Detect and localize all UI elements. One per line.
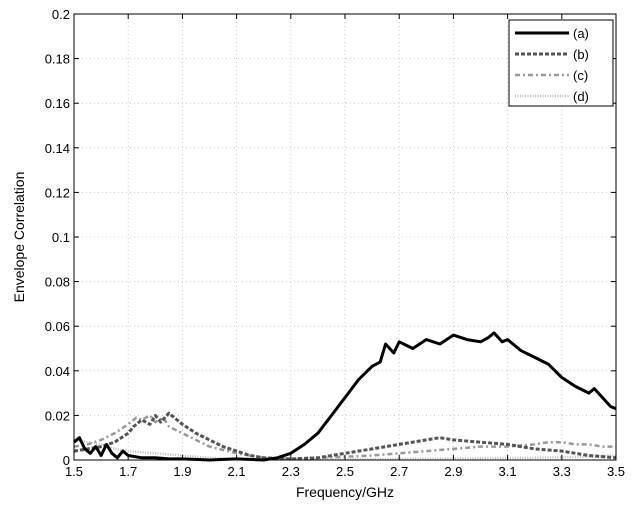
y-tick-label: 0 bbox=[63, 453, 70, 468]
legend-label: (a) bbox=[573, 26, 589, 41]
y-tick-label: 0.14 bbox=[45, 141, 70, 156]
x-tick-labels: 1.5 1.7 1.9 2.1 2.3 2.5 2.7 2.9 3.1 3.3 3.5 bbox=[65, 464, 625, 479]
series-line-c bbox=[73, 414, 616, 461]
x-axis-label: Frequency/GHz bbox=[296, 484, 394, 500]
x-tick-label: 2.9 bbox=[444, 464, 462, 479]
x-tick-label: 1.5 bbox=[65, 464, 83, 479]
y-tick-label: 0.2 bbox=[52, 7, 70, 22]
y-axis-label: Envelope Correlation bbox=[11, 172, 27, 303]
series-layer bbox=[73, 331, 617, 462]
x-tick-label: 1.9 bbox=[173, 464, 191, 479]
x-tick-label: 3.5 bbox=[607, 464, 625, 479]
series-line-b bbox=[73, 411, 617, 461]
legend-label: (d) bbox=[573, 89, 589, 104]
y-tick-labels: 0 0.02 0.04 0.06 0.08 0.1 0.12 0.14 0.16 0.18 0.2 bbox=[45, 7, 70, 468]
y-tick-label: 0.06 bbox=[45, 319, 70, 334]
legend-label: (c) bbox=[573, 68, 588, 83]
legend: (a) (b) (c) (d) bbox=[508, 19, 614, 107]
y-tick-label: 0.08 bbox=[45, 275, 70, 290]
x-tick-label: 2.3 bbox=[282, 464, 300, 479]
x-tick-label: 2.5 bbox=[336, 464, 354, 479]
y-tick-label: 0.02 bbox=[45, 408, 70, 423]
x-tick-label: 3.3 bbox=[553, 464, 571, 479]
y-tick-label: 0.16 bbox=[45, 96, 70, 111]
legend-label: (b) bbox=[573, 47, 589, 62]
x-tick-label: 2.1 bbox=[228, 464, 246, 479]
y-tick-label: 0.1 bbox=[52, 230, 70, 245]
x-tick-label: 2.7 bbox=[390, 464, 408, 479]
y-tick-label: 0.04 bbox=[45, 364, 70, 379]
y-tick-label: 0.18 bbox=[45, 52, 70, 67]
series-line-a bbox=[73, 331, 617, 462]
plot-frame bbox=[73, 13, 617, 461]
x-tick-label: 1.7 bbox=[119, 464, 137, 479]
x-tick-label: 3.1 bbox=[499, 464, 517, 479]
y-tick-label: 0.12 bbox=[45, 185, 70, 200]
